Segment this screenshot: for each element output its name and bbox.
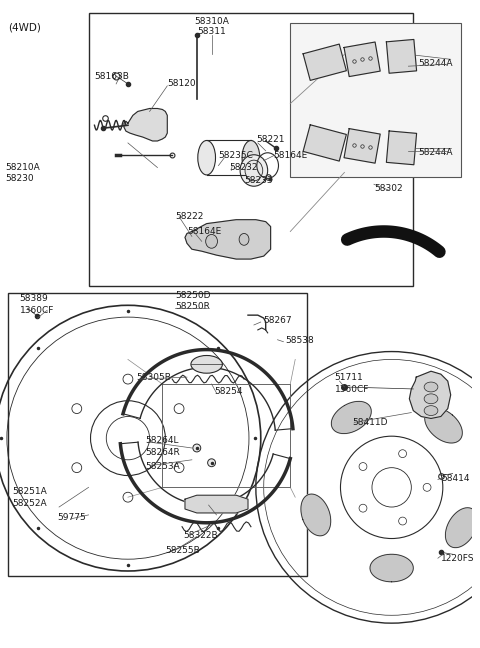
Text: 58244A: 58244A bbox=[418, 148, 453, 157]
Text: 58163B: 58163B bbox=[95, 72, 129, 81]
Polygon shape bbox=[301, 494, 331, 536]
Bar bbox=[8, 292, 307, 576]
Text: 58252A: 58252A bbox=[12, 499, 47, 508]
Text: 58411D: 58411D bbox=[352, 419, 388, 428]
Bar bbox=[290, 23, 460, 178]
Text: 58230: 58230 bbox=[5, 174, 34, 183]
Text: 58253A: 58253A bbox=[145, 462, 180, 470]
Polygon shape bbox=[124, 108, 168, 141]
Ellipse shape bbox=[245, 160, 263, 181]
Text: 58164E: 58164E bbox=[274, 151, 308, 160]
Text: 58120: 58120 bbox=[168, 79, 196, 88]
Text: 58251A: 58251A bbox=[12, 487, 47, 496]
Text: 58235C: 58235C bbox=[218, 151, 253, 160]
Polygon shape bbox=[331, 401, 371, 434]
Text: 58389: 58389 bbox=[20, 294, 48, 303]
Text: 58222: 58222 bbox=[175, 212, 204, 221]
Polygon shape bbox=[386, 40, 417, 73]
Polygon shape bbox=[386, 131, 417, 165]
Text: 51711: 51711 bbox=[335, 373, 363, 382]
Polygon shape bbox=[425, 408, 462, 443]
Ellipse shape bbox=[424, 406, 438, 415]
Text: 58311: 58311 bbox=[197, 27, 226, 36]
Ellipse shape bbox=[242, 141, 260, 175]
Ellipse shape bbox=[424, 394, 438, 404]
Polygon shape bbox=[409, 371, 451, 419]
Text: 58538: 58538 bbox=[286, 336, 314, 345]
Polygon shape bbox=[185, 220, 271, 259]
Circle shape bbox=[208, 459, 216, 467]
Text: 58210A: 58210A bbox=[5, 163, 40, 172]
Text: 58302: 58302 bbox=[374, 184, 403, 193]
Ellipse shape bbox=[198, 141, 216, 175]
Text: 1220FS: 1220FS bbox=[441, 554, 474, 563]
Text: 58322B: 58322B bbox=[183, 531, 217, 540]
Ellipse shape bbox=[424, 382, 438, 392]
Text: 58267: 58267 bbox=[264, 316, 292, 325]
Polygon shape bbox=[445, 508, 478, 548]
Bar bbox=[89, 13, 413, 286]
Polygon shape bbox=[344, 128, 380, 163]
Text: 58254: 58254 bbox=[215, 387, 243, 396]
Text: 58221: 58221 bbox=[256, 135, 284, 144]
Text: 58310A: 58310A bbox=[194, 17, 229, 26]
Polygon shape bbox=[370, 554, 413, 582]
Polygon shape bbox=[303, 44, 347, 80]
Text: 58250R: 58250R bbox=[175, 303, 210, 311]
Text: 58232: 58232 bbox=[229, 163, 258, 172]
Text: 58255B: 58255B bbox=[165, 546, 200, 555]
Text: 58414: 58414 bbox=[441, 474, 469, 483]
Text: (4WD): (4WD) bbox=[8, 23, 41, 33]
Text: 58250D: 58250D bbox=[175, 290, 211, 299]
Text: 58271B: 58271B bbox=[207, 499, 241, 508]
Ellipse shape bbox=[191, 356, 222, 373]
Text: 1360CF: 1360CF bbox=[335, 385, 369, 394]
Ellipse shape bbox=[239, 233, 249, 246]
Polygon shape bbox=[344, 42, 380, 76]
Polygon shape bbox=[303, 125, 347, 161]
Text: 1360CF: 1360CF bbox=[20, 307, 54, 316]
Text: 59775: 59775 bbox=[57, 513, 86, 522]
Text: 58244A: 58244A bbox=[418, 60, 453, 68]
Ellipse shape bbox=[240, 155, 268, 186]
Text: 58264R: 58264R bbox=[145, 448, 180, 457]
Polygon shape bbox=[185, 495, 248, 513]
Text: 58264L: 58264L bbox=[145, 436, 179, 445]
Text: 58233: 58233 bbox=[244, 176, 273, 185]
Text: 58305B: 58305B bbox=[136, 373, 171, 382]
Text: 58164E: 58164E bbox=[187, 227, 221, 236]
Ellipse shape bbox=[205, 235, 217, 248]
Circle shape bbox=[193, 444, 201, 452]
